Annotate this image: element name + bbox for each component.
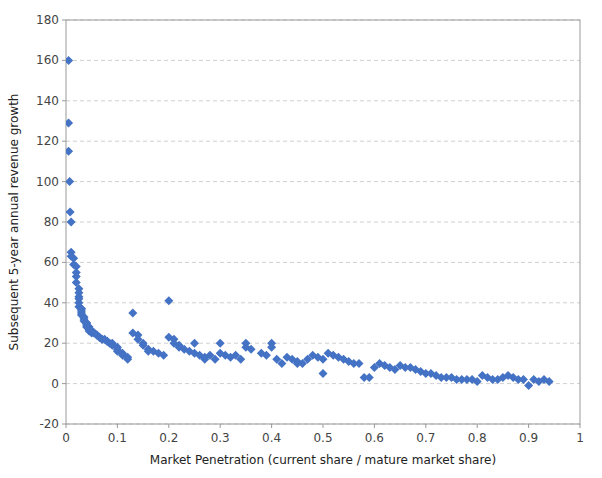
- x-tick: [168, 424, 169, 428]
- point: [211, 355, 220, 364]
- x-tick: [271, 424, 272, 428]
- y-tick-label: 180: [36, 13, 59, 27]
- point: [190, 339, 199, 348]
- plot-frame: [66, 20, 580, 424]
- chart: 00.10.20.30.40.50.60.70.80.91-2002040608…: [0, 0, 602, 478]
- point: [473, 377, 482, 386]
- point: [66, 177, 74, 186]
- point: [216, 339, 225, 348]
- x-tick-label: 1: [576, 431, 584, 445]
- point: [319, 369, 328, 378]
- y-tick: [62, 60, 66, 61]
- grid: [66, 20, 580, 424]
- x-tick-label: 0.9: [519, 431, 538, 445]
- x-tick-label: 0.2: [159, 431, 178, 445]
- point: [67, 218, 76, 227]
- y-tick: [62, 302, 66, 303]
- y-tick-label: 160: [36, 53, 59, 67]
- point: [519, 375, 528, 384]
- point: [365, 373, 374, 382]
- point: [524, 381, 533, 390]
- point: [262, 351, 271, 360]
- point: [66, 147, 73, 156]
- y-tick: [62, 424, 66, 425]
- y-tick-label: 140: [36, 94, 59, 108]
- y-tick-label: 0: [51, 377, 59, 391]
- x-axis-label: Market Penetration (current share / matu…: [150, 453, 496, 467]
- point: [128, 308, 137, 317]
- y-tick: [62, 343, 66, 344]
- x-tick-label: 0.5: [313, 431, 332, 445]
- point: [236, 355, 245, 364]
- point: [66, 207, 75, 216]
- point: [354, 359, 363, 368]
- plot-area: [66, 20, 580, 424]
- x-tick: [477, 424, 478, 428]
- x-tick: [425, 424, 426, 428]
- grid-line: [66, 383, 580, 384]
- grid-line: [66, 100, 580, 101]
- grid-line: [66, 302, 580, 303]
- x-tick-label: 0.7: [416, 431, 435, 445]
- point: [66, 119, 73, 128]
- y-tick: [62, 222, 66, 223]
- point: [247, 345, 256, 354]
- y-tick-label: 20: [44, 336, 59, 350]
- y-tick-label: 60: [44, 255, 59, 269]
- y-tick: [62, 100, 66, 101]
- x-tick: [220, 424, 221, 428]
- point: [123, 355, 132, 364]
- y-axis-label: Subsequent 5-year annual revenue growth: [7, 94, 21, 351]
- x-tick: [374, 424, 375, 428]
- y-tick: [62, 262, 66, 263]
- x-tick: [580, 424, 581, 428]
- x-tick: [66, 424, 67, 428]
- x-tick-label: 0.1: [108, 431, 127, 445]
- y-tick-label: 40: [44, 296, 59, 310]
- x-axis: 0 0.1 0.2 0.3 0.4 0.5 0.6 0.7 0.8 0.9 1: [62, 424, 584, 445]
- point: [267, 343, 276, 352]
- x-tick: [323, 424, 324, 428]
- x-tick: [117, 424, 118, 428]
- y-tick-label: 80: [44, 215, 59, 229]
- grid-line: [66, 222, 580, 223]
- point: [277, 359, 286, 368]
- y-tick: [62, 181, 66, 182]
- x-tick-label: 0: [62, 431, 70, 445]
- grid-line: [66, 60, 580, 61]
- y-tick: [62, 383, 66, 384]
- x-tick: [528, 424, 529, 428]
- point: [66, 56, 73, 65]
- point: [319, 355, 328, 364]
- y-tick-label: 120: [36, 134, 59, 148]
- point: [545, 377, 554, 386]
- grid-line: [66, 181, 580, 182]
- x-tick-label: 0.3: [211, 431, 230, 445]
- y-axis: -20 0 20 40 60 80 100 120 140 160 180: [36, 13, 66, 431]
- points: [66, 56, 554, 390]
- grid-line: [66, 262, 580, 263]
- y-tick: [62, 141, 66, 142]
- grid-line: [66, 141, 580, 142]
- point: [164, 296, 173, 305]
- x-tick-label: 0.6: [365, 431, 384, 445]
- y-tick-label: -20: [39, 417, 59, 431]
- point: [159, 351, 168, 360]
- x-tick-label: 0.8: [468, 431, 487, 445]
- x-tick-label: 0.4: [262, 431, 281, 445]
- y-tick: [62, 20, 66, 21]
- y-tick-label: 100: [36, 175, 59, 189]
